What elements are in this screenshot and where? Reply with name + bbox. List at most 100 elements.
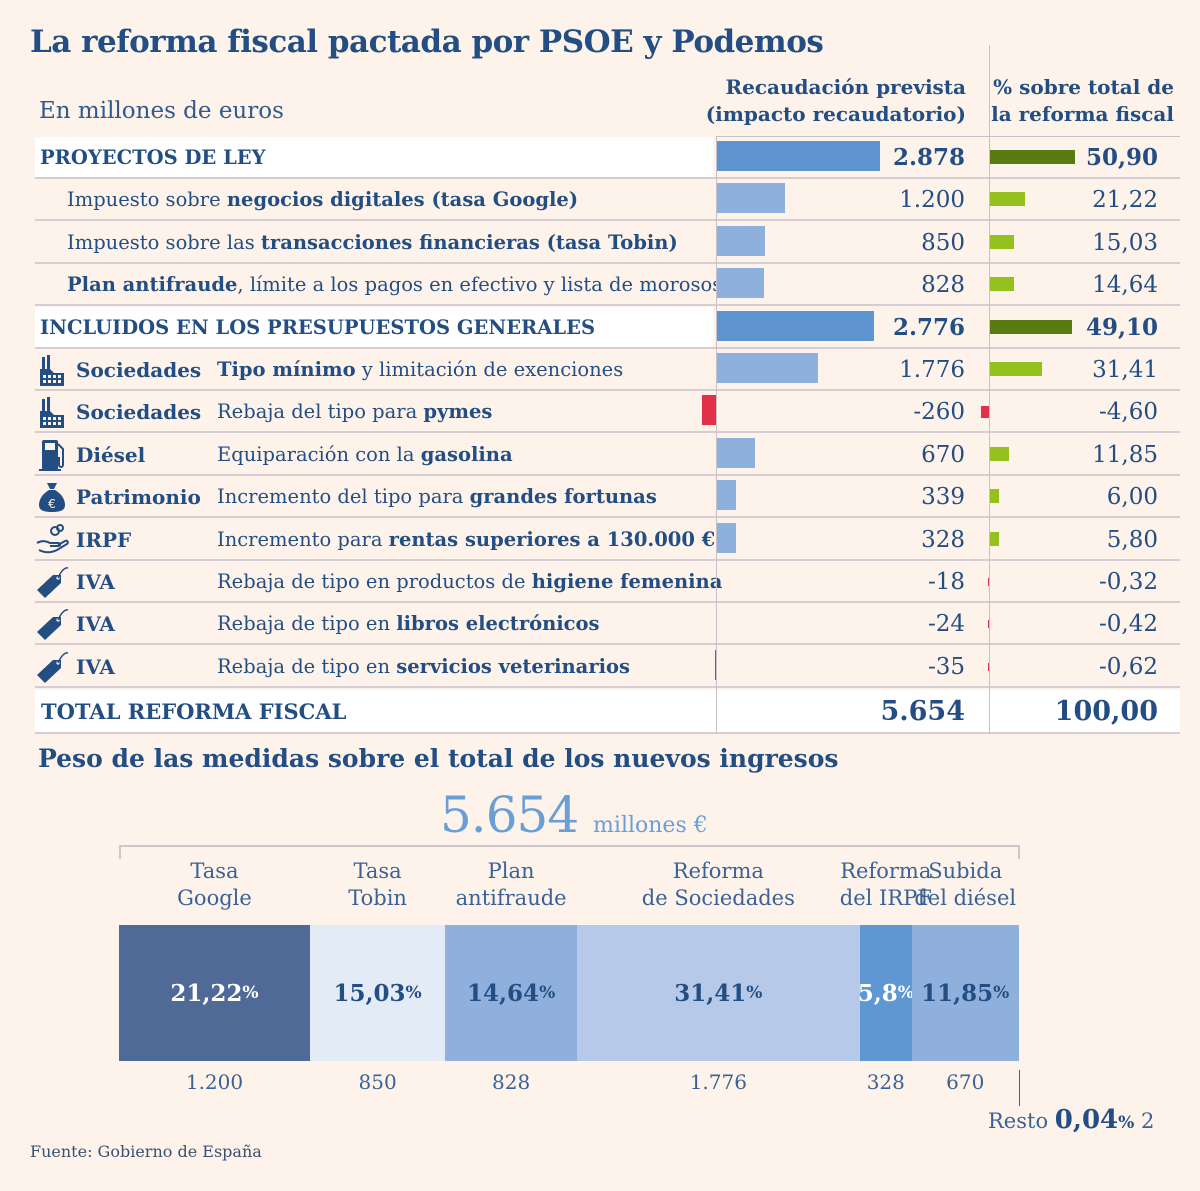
- rest-label: Resto: [988, 1109, 1049, 1133]
- row-pct: -0,32: [1099, 569, 1158, 595]
- segment-label-line: Reforma: [672, 859, 764, 883]
- segment-percent-sign: %: [746, 983, 763, 1003]
- group-row: INCLUIDOS EN LOS PRESUPUESTOS GENERALES 2…: [35, 306, 1180, 349]
- row-label-part: pymes: [423, 400, 493, 424]
- segment-value: 850: [358, 1070, 397, 1094]
- row-label-part: Rebaja del tipo para: [217, 400, 424, 424]
- col-divider-1: [716, 136, 717, 734]
- percent-bar: [987, 620, 989, 629]
- revenue-bar: [717, 480, 737, 511]
- row-label-part: Impuesto sobre: [67, 188, 227, 212]
- percent-bar: [989, 362, 1043, 376]
- row-pct: 6,00: [1106, 484, 1158, 511]
- row-label-part: Rebaja de tipo en: [217, 654, 397, 678]
- row-category: Sociedades: [76, 400, 202, 425]
- segment-pct: 5,8: [857, 979, 898, 1007]
- row-category: IVA: [76, 612, 115, 637]
- row-label-part: PROYECTOS DE LEY: [40, 146, 266, 169]
- segment-label: Tasa Tobin: [348, 858, 407, 912]
- segment-value: 828: [492, 1070, 531, 1094]
- row-label: Impuesto sobre negocios digitales (tasa …: [67, 179, 578, 221]
- row-label-part: negocios digitales (tasa Google): [226, 188, 579, 212]
- units-label: En millones de euros: [39, 98, 284, 124]
- segment-label-line: antifraude: [455, 886, 567, 910]
- row-label: Incremento para rentas superiores a 130.…: [217, 519, 715, 561]
- row-label: Rebaja de tipo en servicios veterinarios: [217, 646, 630, 688]
- row-category: IRPF: [76, 527, 132, 552]
- source: Fuente: Gobierno de España: [30, 1142, 262, 1161]
- table-row: Diésel Equiparación con la gasolina 670 11,…: [35, 434, 1180, 476]
- row-pct: -4,60: [1099, 399, 1158, 426]
- row-value: 2.878: [892, 144, 965, 171]
- breakdown-total-unit: millones €: [593, 813, 708, 838]
- percent-bar: [989, 446, 1010, 461]
- row-pct: -0,62: [1099, 653, 1158, 680]
- percent-bar: [989, 234, 1015, 249]
- revenue-bar: [717, 268, 764, 299]
- segment-percent-sign: %: [242, 983, 259, 1003]
- row-pct: -0,42: [1099, 611, 1158, 638]
- percent-bar: [989, 489, 1000, 504]
- row-value: 670: [921, 441, 965, 468]
- table-row: Impuesto sobre negocios digitales (tasa …: [35, 179, 1180, 222]
- rest-percent-sign: %: [1118, 1113, 1135, 1133]
- total-value: 5.654: [880, 696, 965, 727]
- bar-segment: 31,41%: [577, 925, 860, 1061]
- row-label-part: rentas superiores a 130.000 €: [388, 527, 716, 551]
- svg-text:€: €: [48, 497, 56, 511]
- bar-segment: 21,22%: [119, 925, 310, 1061]
- row-label-part: gasolina: [420, 442, 513, 466]
- segment-label-line: del IRPF: [839, 886, 932, 910]
- segment-pct: 15,03: [333, 979, 406, 1007]
- price-tag-icon: [35, 607, 69, 641]
- table-row: € Patrimonio Incremento del tipo para gran…: [35, 476, 1180, 519]
- rest-annotation: Resto 0,04% 2: [988, 1105, 1154, 1135]
- segment-label-line: Subida: [928, 859, 1003, 883]
- row-label-part: Plan antifraude: [67, 273, 238, 297]
- row-label-part: libros electrónicos: [396, 612, 600, 636]
- row-pct: 14,64: [1092, 272, 1158, 299]
- revenue-bar: [717, 310, 875, 341]
- segment-label-line: Plan: [487, 859, 535, 883]
- row-label: Tipo mínimo y limitación de exenciones: [217, 349, 623, 391]
- money-bag-icon: €: [35, 480, 69, 514]
- total-pct: 100,00: [1054, 696, 1158, 727]
- segment-label: Reforma del IRPF: [840, 858, 932, 912]
- segment-value: 1.200: [185, 1070, 244, 1094]
- table-row: IVA Rebaja de tipo en servicios veterinar…: [35, 646, 1180, 688]
- segment-label-line: Reforma: [840, 859, 932, 883]
- row-value: 1.776: [899, 357, 965, 383]
- segment-percent-sign: %: [897, 983, 914, 1003]
- hand-coins-icon: [35, 523, 69, 557]
- segment-label-line: Tasa: [353, 859, 402, 883]
- segment-label-line: del diésel: [914, 886, 1017, 910]
- table-row: IVA Rebaja de tipo en productos de higien…: [35, 561, 1180, 603]
- segment-value: 670: [946, 1070, 985, 1094]
- bar-segment: 11,85%: [911, 925, 1019, 1061]
- col-header-revenue: Recaudación prevista (impacto recaudator…: [706, 74, 966, 128]
- table-row: IVA Rebaja de tipo en libros electrónicos…: [35, 603, 1180, 646]
- rest-value: 2: [1140, 1109, 1155, 1133]
- row-pct: 5,80: [1106, 526, 1158, 553]
- bar-segment: 15,03%: [309, 925, 446, 1061]
- table-row: Sociedades Tipo mínimo y limitación de ex…: [35, 349, 1180, 391]
- col-header-percent: % sobre total de la reforma fiscal: [991, 74, 1174, 128]
- segment-pct: 11,85: [921, 979, 994, 1007]
- row-category: IVA: [76, 570, 115, 594]
- bar-segment: 5,8%: [857, 925, 914, 1061]
- row-category: Sociedades: [76, 358, 202, 382]
- row-label-part: Tipo mínimo: [217, 358, 356, 381]
- segment-pct: 14,64: [467, 979, 540, 1007]
- fuel-pump-icon: [35, 438, 69, 472]
- rest-pct: 0,04: [1054, 1105, 1119, 1135]
- row-pct: 11,85: [1092, 441, 1158, 468]
- breakdown-total: 5.654 millones €: [440, 786, 708, 844]
- percent-bar: [987, 662, 989, 671]
- row-label-part: Incremento para: [217, 527, 389, 551]
- revenue-bar: [702, 395, 717, 426]
- row-pct: 49,10: [1085, 313, 1158, 341]
- percent-bar: [987, 578, 989, 586]
- row-label: Rebaja del tipo para pymes: [217, 391, 492, 433]
- row-label-part: Equiparación con la: [217, 442, 421, 466]
- segment-label-line: Tobin: [348, 886, 407, 910]
